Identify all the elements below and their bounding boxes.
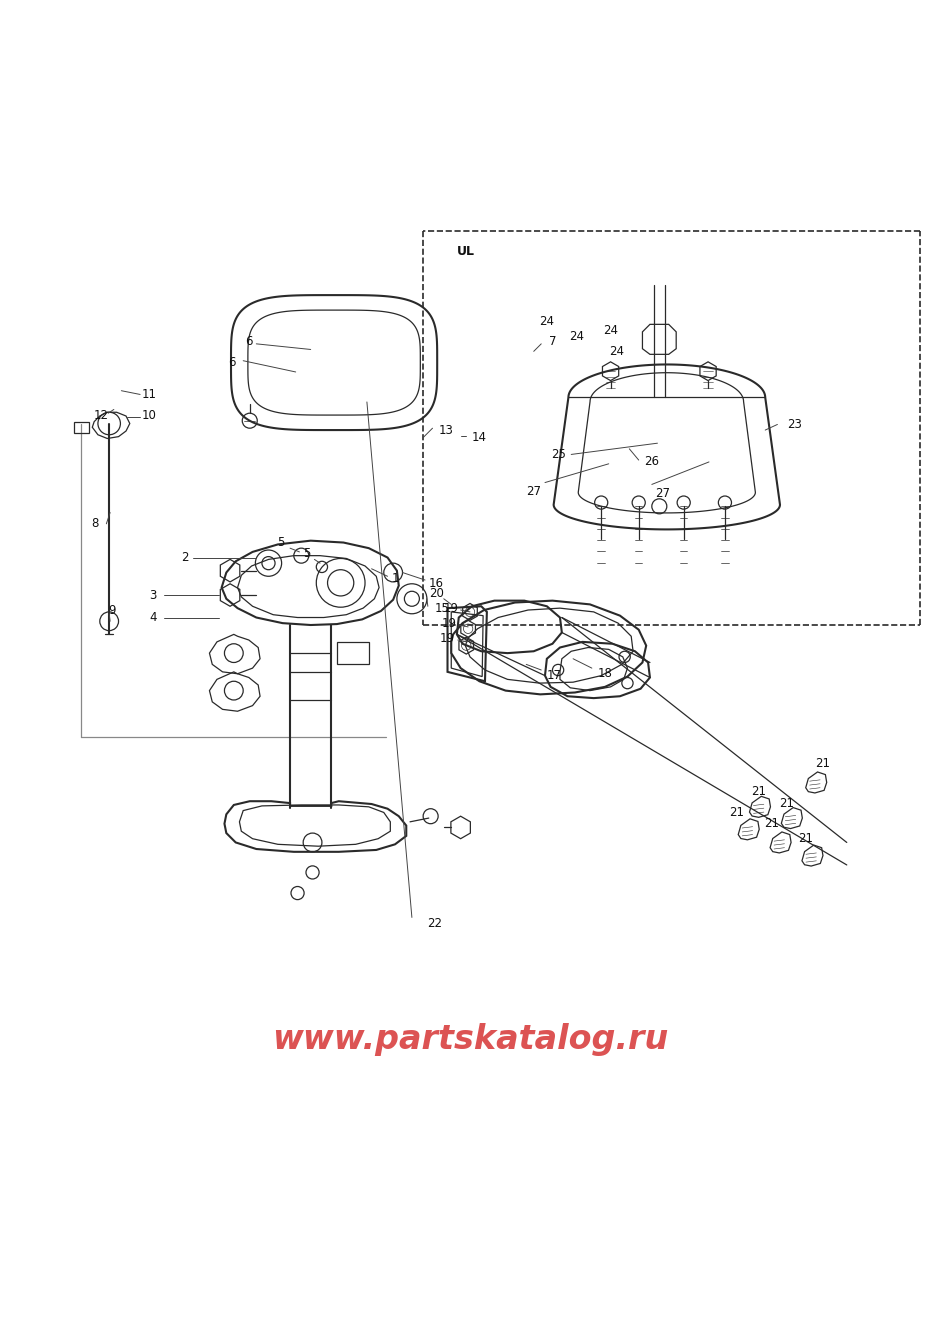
Text: 21: 21: [798, 832, 813, 845]
Text: 3: 3: [149, 588, 157, 602]
Text: 12: 12: [93, 408, 108, 421]
Text: 21: 21: [815, 757, 830, 770]
Text: 27: 27: [655, 488, 670, 501]
Text: 21: 21: [779, 796, 794, 810]
Text: 15: 15: [434, 602, 449, 615]
Text: 5: 5: [304, 547, 310, 560]
Text: www.partskatalog.ru: www.partskatalog.ru: [272, 1023, 668, 1056]
Text: 14: 14: [472, 431, 487, 444]
Text: 20: 20: [429, 587, 444, 600]
Text: 19: 19: [444, 602, 459, 615]
Text: 13: 13: [438, 424, 453, 436]
Text: 23: 23: [787, 417, 802, 431]
Text: 18: 18: [598, 668, 612, 680]
Text: 5: 5: [277, 537, 285, 549]
Text: 11: 11: [142, 388, 157, 401]
Text: 21: 21: [751, 786, 766, 799]
Text: 9: 9: [108, 603, 116, 616]
Text: 4: 4: [149, 611, 157, 624]
Text: 16: 16: [429, 578, 444, 590]
Text: 8: 8: [91, 517, 99, 530]
Text: 25: 25: [551, 448, 566, 461]
Text: 21: 21: [764, 818, 779, 831]
Text: 6: 6: [228, 356, 236, 370]
Text: 22: 22: [427, 917, 442, 930]
Text: 10: 10: [142, 408, 157, 421]
Text: 24: 24: [570, 330, 585, 343]
Text: 21: 21: [728, 806, 744, 819]
Text: 24: 24: [540, 315, 555, 327]
Text: 6: 6: [245, 335, 253, 348]
Text: 1: 1: [391, 571, 399, 584]
Text: 26: 26: [644, 456, 659, 469]
Text: 19: 19: [440, 632, 455, 645]
Text: 17: 17: [547, 669, 562, 682]
Text: 24: 24: [603, 325, 619, 338]
Text: 2: 2: [181, 551, 189, 564]
Text: UL: UL: [457, 245, 476, 258]
Text: 7: 7: [549, 335, 556, 348]
Text: 24: 24: [609, 344, 624, 358]
Text: 27: 27: [526, 485, 541, 498]
Text: 19: 19: [442, 616, 457, 629]
